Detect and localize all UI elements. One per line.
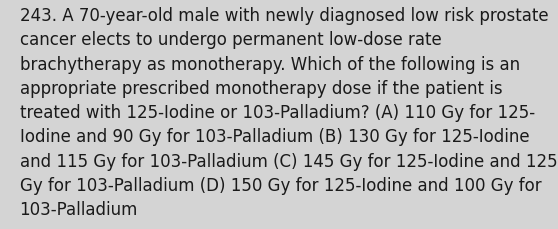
Text: 243. A 70-year-old male with newly diagnosed low risk prostate
cancer elects to : 243. A 70-year-old male with newly diagn… [20,7,557,218]
